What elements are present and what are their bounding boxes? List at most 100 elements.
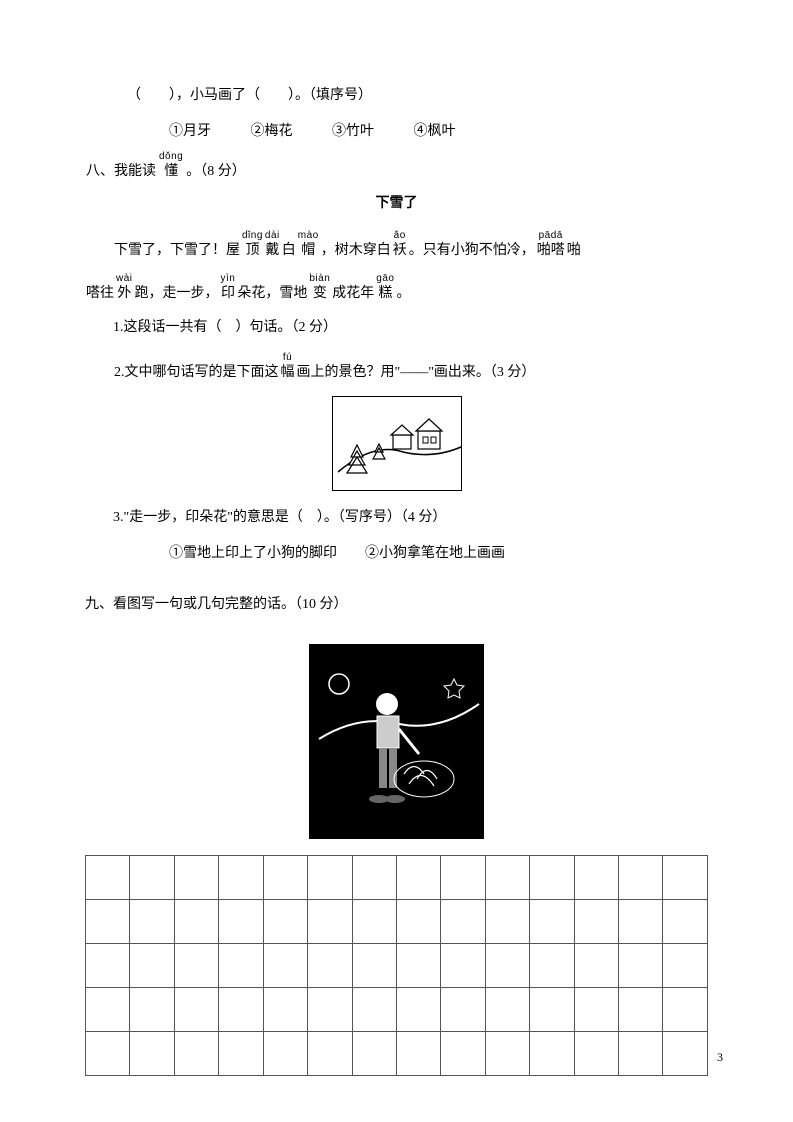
grid-cell[interactable] [619,1031,663,1075]
grid-cell[interactable] [530,899,574,943]
grid-cell[interactable] [308,987,352,1031]
grid-cell[interactable] [574,855,618,899]
option-1: ①月牙 [169,124,211,139]
writing-grid[interactable] [85,855,708,1076]
grid-cell[interactable] [174,899,218,943]
ruby-base: 跑，走一步， [135,286,219,303]
grid-cell[interactable] [574,899,618,943]
grid-cell[interactable] [130,1031,174,1075]
ruby-annotation: ǎo [394,231,406,243]
ruby-base: 外 [117,286,131,303]
grid-cell[interactable] [219,943,263,987]
ruby-base: 成花年 [332,286,374,303]
s8-prefix: 八、我能读 [86,164,156,181]
ruby-base: 下雪了，下雪了！屋 [114,243,240,260]
passage-line-1: .下雪了，下雪了！屋dǐng顶dài戴.白mào帽.，树木穿白ǎo袄.。只有小狗… [85,231,708,260]
ruby-annotation: fú [283,353,292,365]
ruby-annotation: wài [116,274,133,286]
grid-cell[interactable] [441,899,485,943]
grid-cell[interactable] [396,855,440,899]
grid-cell[interactable] [530,1031,574,1075]
grid-cell[interactable] [574,943,618,987]
grid-cell[interactable] [663,943,708,987]
grid-cell[interactable] [263,1031,307,1075]
grid-cell[interactable] [86,899,130,943]
grid-cell[interactable] [219,987,263,1031]
ruby-base: 帽 [301,243,315,260]
grid-cell[interactable] [219,1031,263,1075]
ruby-annotation: biàn [309,274,330,286]
grid-cell[interactable] [352,1031,396,1075]
grid-cell[interactable] [308,855,352,899]
grid-cell[interactable] [574,987,618,1031]
grid-cell[interactable] [396,1031,440,1075]
grid-cell[interactable] [130,987,174,1031]
ruby-base: 嗒往 [86,286,114,303]
grid-cell[interactable] [485,899,529,943]
grid-cell[interactable] [308,943,352,987]
grid-cell[interactable] [263,987,307,1031]
grid-cell[interactable] [263,943,307,987]
passage-title: 下雪了 [85,193,708,215]
options-row: ①月牙 ②梅花 ③竹叶 ④枫叶 [85,121,708,143]
grid-cell[interactable] [663,855,708,899]
grid-cell[interactable] [396,943,440,987]
ruby-base: 幅 [281,365,295,382]
q3-options-text: ①雪地上印上了小狗的脚印 ②小狗拿笔在地上画画 [169,546,505,561]
grid-cell[interactable] [174,943,218,987]
grid-cell[interactable] [352,855,396,899]
grid-cell[interactable] [130,943,174,987]
grid-cell[interactable] [308,899,352,943]
option-2: ②梅花 [251,124,293,139]
grid-cell[interactable] [263,899,307,943]
grid-cell[interactable] [396,899,440,943]
grid-cell[interactable] [352,899,396,943]
grid-cell[interactable] [130,855,174,899]
grid-cell[interactable] [308,1031,352,1075]
ruby-annotation: dǐng [242,231,263,243]
grid-cell[interactable] [663,1031,708,1075]
grid-cell[interactable] [130,899,174,943]
grid-cell[interactable] [619,943,663,987]
grid-cell[interactable] [663,899,708,943]
grid-cell[interactable] [530,855,574,899]
grid-cell[interactable] [174,987,218,1031]
ruby-base: 啪嗒 [537,243,565,260]
grid-cell[interactable] [86,943,130,987]
grid-cell[interactable] [619,987,663,1031]
grid-cell[interactable] [86,987,130,1031]
grid-cell[interactable] [619,855,663,899]
q1-text: 1.这段话一共有（ ）句话。（2 分） [113,320,337,335]
grid-cell[interactable] [530,943,574,987]
grid-cell[interactable] [485,1031,529,1075]
grid-cell[interactable] [619,899,663,943]
grid-cell[interactable] [574,1031,618,1075]
grid-cell[interactable] [485,943,529,987]
grid-cell[interactable] [441,943,485,987]
grid-cell[interactable] [441,1031,485,1075]
grid-cell[interactable] [174,855,218,899]
ruby-base: ，树木穿白 [321,243,391,260]
grid-cell[interactable] [352,943,396,987]
grid-cell[interactable] [530,987,574,1031]
grid-cell[interactable] [86,855,130,899]
grid-cell[interactable] [441,855,485,899]
section-8-heading: .八、我能读 dǒng 懂 .。（8 分） [85,152,708,181]
grid-cell[interactable] [396,987,440,1031]
grid-cell[interactable] [485,987,529,1031]
grid-cell[interactable] [441,987,485,1031]
grid-cell[interactable] [485,855,529,899]
grid-cell[interactable] [663,987,708,1031]
grid-cell[interactable] [263,855,307,899]
grid-cell[interactable] [352,987,396,1031]
s8-suffix: 。（8 分） [186,164,246,181]
ruby-base: 变 [313,286,327,303]
fill-blank-text: （ ），小马画了（ ）。（填序号） [127,88,372,103]
grid-cell[interactable] [219,899,263,943]
grid-cell[interactable] [219,855,263,899]
ruby-annotation: mào [298,231,319,243]
s9-text: 九、看图写一句或几句完整的话。（10 分） [85,597,348,612]
grid-cell[interactable] [86,1031,130,1075]
grid-cell[interactable] [174,1031,218,1075]
fill-blank-line: （ ），小马画了（ ）。（填序号） [85,85,708,107]
